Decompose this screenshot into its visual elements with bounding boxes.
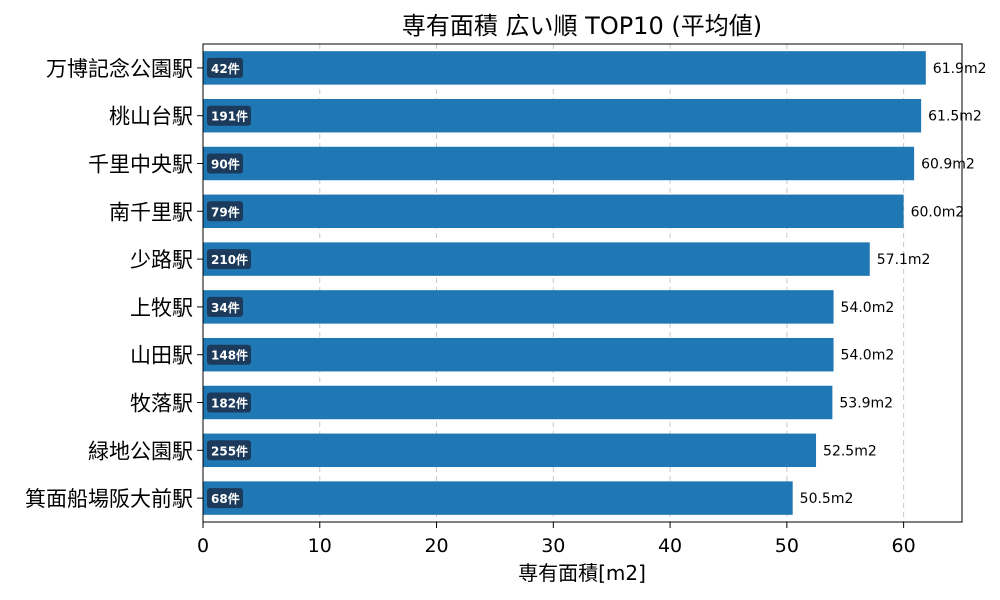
x-tick-label: 60 (892, 535, 916, 557)
count-badge (207, 488, 243, 509)
category-label: 南千里駅 (109, 200, 193, 224)
x-tick-label: 40 (658, 535, 682, 557)
bar (203, 51, 926, 85)
value-label: 54.0m2 (841, 300, 895, 316)
count-badge (207, 249, 251, 270)
x-tick-label: 50 (775, 535, 799, 557)
count-badge (207, 201, 243, 222)
bars: 61.9m2 42件 61.5m2 191件 60.9m2 90件 60.0m2 79件 57.… (203, 51, 987, 515)
count-label: 255件 (211, 443, 248, 458)
count-label: 79件 (211, 204, 240, 219)
category-label: 千里中央駅 (88, 153, 193, 177)
count-label: 210件 (211, 252, 248, 267)
value-label: 50.5m2 (800, 491, 854, 507)
count-badge (207, 296, 243, 317)
count-label: 182件 (211, 396, 248, 411)
value-label: 57.1m2 (877, 252, 931, 268)
count-label: 42件 (211, 61, 240, 76)
x-tick-label: 30 (541, 535, 565, 557)
value-label: 60.0m2 (911, 204, 965, 220)
count-label: 191件 (211, 109, 248, 124)
category-label: 牧落駅 (130, 392, 193, 416)
count-label: 34件 (211, 300, 240, 315)
count-badge (207, 344, 251, 365)
category-label: 万博記念公園駅 (46, 57, 193, 81)
plot-frame (202, 43, 963, 523)
count-badge (207, 57, 243, 78)
bar (203, 242, 870, 276)
x-axis-label: 専有面積[m2] (518, 561, 646, 585)
value-label: 61.5m2 (928, 109, 982, 125)
chart-title: 専有面積 広い順 TOP10 (平均値) (402, 12, 762, 40)
count-badge (207, 440, 251, 461)
value-label: 52.5m2 (823, 443, 877, 459)
category-label: 緑地公園駅 (88, 439, 193, 463)
category-label: 上牧駅 (130, 296, 193, 320)
count-label: 68件 (211, 491, 240, 506)
value-label: 60.9m2 (921, 157, 975, 173)
bar (203, 98, 922, 133)
bar (203, 385, 833, 420)
category-label: 山田駅 (130, 344, 193, 368)
count-label: 90件 (211, 157, 240, 172)
category-label: 少路駅 (130, 248, 193, 272)
x-tick-label: 10 (308, 535, 332, 557)
bar (203, 290, 834, 324)
count-label: 148件 (211, 348, 248, 363)
bar (203, 146, 915, 181)
bar (203, 194, 904, 229)
category-label: 桃山台駅 (109, 105, 193, 129)
bar (203, 337, 834, 372)
y-axis: 万博記念公園駅桃山台駅千里中央駅南千里駅少路駅上牧駅山田駅牧落駅緑地公園駅箕面船… (25, 57, 203, 511)
x-tick-label: 20 (424, 535, 448, 557)
count-badge (207, 392, 251, 413)
count-badge (207, 153, 243, 174)
value-label: 61.9m2 (933, 61, 987, 77)
count-badge (207, 105, 251, 126)
x-tick-label: 0 (197, 535, 209, 557)
value-label: 53.9m2 (839, 396, 893, 412)
bar (203, 481, 793, 515)
bar (203, 433, 817, 468)
x-axis: 0 10 20 30 40 50 60 (197, 522, 916, 557)
category-label: 箕面船場阪大前駅 (25, 487, 193, 511)
value-label: 54.0m2 (841, 348, 895, 364)
